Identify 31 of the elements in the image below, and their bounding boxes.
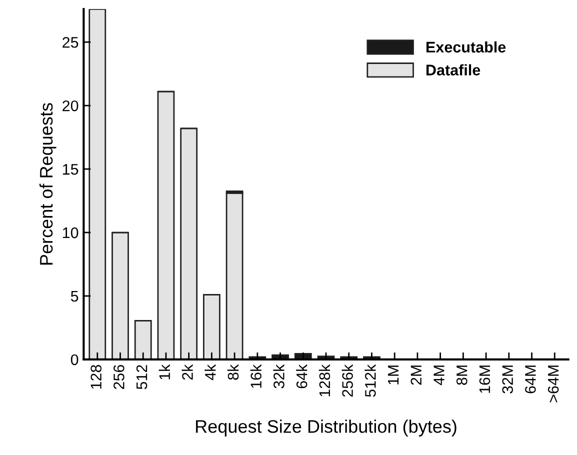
y-tick-label: 0 xyxy=(70,354,78,366)
x-tick-label: 16k xyxy=(250,364,262,388)
y-tick-label: 15 xyxy=(62,164,78,175)
x-tick-label: 256k xyxy=(342,364,353,397)
x-tick-label: 8k xyxy=(227,364,239,380)
x-tick-label: 128 xyxy=(90,364,102,389)
y-tick-label: 25 xyxy=(62,36,78,48)
x-tick-label: 32M xyxy=(502,366,514,394)
y-tick-label: 5 xyxy=(70,291,78,302)
x-tick-label: 8M xyxy=(456,366,468,385)
legend-label: Executable xyxy=(426,41,506,53)
x-tick-label: 1M xyxy=(388,366,399,384)
x-tick-label: 4M xyxy=(434,366,444,386)
x-tick-label: 32k xyxy=(273,364,284,388)
x-tick-label: 64k xyxy=(296,364,308,388)
x-tick-label: 512 xyxy=(136,365,148,390)
y-tick-label: 10 xyxy=(62,227,78,238)
x-tick-label: 64M xyxy=(525,366,536,394)
x-tick-label: 128k xyxy=(318,364,330,396)
x-tick-label: 4k xyxy=(204,364,216,380)
x-tick-label: 256 xyxy=(114,364,124,390)
x-tick-label: 2k xyxy=(182,364,193,380)
x-axis-title: Request Size Distribution (bytes) xyxy=(196,420,456,436)
legend-label: Datafile xyxy=(426,64,480,76)
x-tick-label: 512k xyxy=(364,364,376,397)
x-tick-label: >64M xyxy=(548,366,559,402)
x-tick-label: 1k xyxy=(158,364,170,380)
x-tick-label: 2M xyxy=(410,366,422,385)
x-tick-label: 16M xyxy=(479,366,490,393)
y-tick-label: 20 xyxy=(62,100,78,112)
y-axis-title: Percent of Requests xyxy=(39,103,56,265)
